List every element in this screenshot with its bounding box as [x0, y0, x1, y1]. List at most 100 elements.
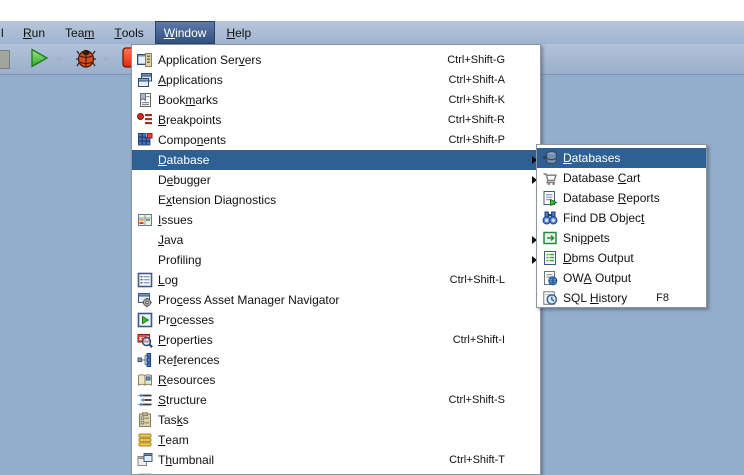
- clipped-toolbar-icon: [0, 49, 10, 69]
- label-key: o: [170, 313, 177, 327]
- label-post: eports: [626, 191, 660, 205]
- menu-item-components[interactable]: Compo n ents Ctrl+Shift-P: [132, 130, 540, 150]
- debug-button[interactable]: [75, 47, 97, 72]
- menu-item-clipped-item[interactable]: [132, 470, 540, 474]
- shortcut-label: F8: [656, 292, 669, 304]
- menu-item-label: Profilin g: [158, 253, 201, 267]
- databases-icon: [542, 150, 563, 166]
- label-key: T: [158, 433, 166, 447]
- menubar-item-team[interactable]: Tea m: [56, 21, 103, 44]
- label-post: pplications: [166, 73, 223, 87]
- menu-item-application-servers[interactable]: Application Ser v ers Ctrl+Shift-G: [132, 50, 540, 70]
- label-post: indow: [175, 25, 207, 40]
- menu-item-profiling[interactable]: Profilin g: [132, 250, 540, 270]
- shortcut-label: Ctrl+Shift-R: [447, 114, 505, 126]
- menu-item-references[interactable]: Re f erences: [132, 350, 540, 370]
- label-post: arks: [195, 93, 219, 107]
- label-post: ers: [244, 53, 262, 67]
- label-post: ava: [164, 233, 184, 247]
- menu-item-label: Tas k s: [158, 413, 189, 427]
- label-post: atabases: [571, 151, 621, 165]
- label-post: cesses: [176, 313, 215, 327]
- dropdown-arrow-icon[interactable]: [102, 56, 110, 62]
- label-pre: Tas: [158, 413, 177, 427]
- structure-icon: [137, 392, 158, 408]
- label-key: C: [617, 171, 627, 185]
- label-key: H: [589, 291, 599, 305]
- dropdown-arrow-icon[interactable]: [55, 56, 63, 62]
- shortcut-label: Ctrl+Shift-T: [449, 454, 505, 466]
- menu-item-process-asset-manager-navigator[interactable]: Pro c ess Asset Manager Navigator: [132, 290, 540, 310]
- no-icon: [137, 232, 158, 248]
- pam-navigator-icon: [137, 292, 158, 308]
- shortcut-label: Ctrl+Shift-L: [449, 274, 505, 286]
- label-key: p: [580, 231, 588, 245]
- menu-item-find-db-object[interactable]: Find DB Objec t: [537, 208, 706, 228]
- menu-item-label: Book m arks: [158, 93, 218, 107]
- bookmarks-icon: [137, 92, 158, 108]
- menu-item-snippets[interactable]: Sni p pets: [537, 228, 706, 248]
- menu-item-tasks[interactable]: Tas k s: [132, 410, 540, 430]
- label-post: atabase: [166, 153, 210, 167]
- menu-item-owa-output[interactable]: OW A Output: [537, 268, 706, 288]
- label-pre: Find DB Objec: [563, 211, 642, 225]
- label-key: R: [23, 25, 32, 40]
- label-post: ools: [121, 25, 144, 40]
- no-icon: [137, 192, 158, 208]
- no-icon: [137, 172, 158, 188]
- label-key: T: [114, 25, 122, 40]
- snippets-icon: [542, 230, 563, 246]
- clipped-menu-item[interactable]: l: [1, 25, 4, 40]
- run-button[interactable]: [28, 47, 50, 72]
- label-pre: Re: [158, 353, 174, 367]
- label-post: reakpoints: [166, 113, 222, 127]
- label-post: Output: [591, 271, 632, 285]
- label-post: un: [31, 25, 46, 40]
- menu-item-processes[interactable]: Pr o cesses: [132, 310, 540, 330]
- label-pre: Profilin: [158, 253, 195, 267]
- label-pre: Pr: [158, 313, 170, 327]
- menu-item-bookmarks[interactable]: Book m arks Ctrl+Shift-K: [132, 90, 540, 110]
- label-key: I: [158, 213, 162, 227]
- label-pre: Sni: [563, 231, 581, 245]
- issues-icon: [137, 212, 158, 228]
- processes-icon: [137, 312, 158, 328]
- label-key: x: [166, 193, 173, 207]
- label-post: tructure: [166, 393, 207, 407]
- owa-output-icon: [542, 270, 563, 286]
- label-key: h: [165, 453, 173, 467]
- dbms-output-icon: [542, 250, 563, 266]
